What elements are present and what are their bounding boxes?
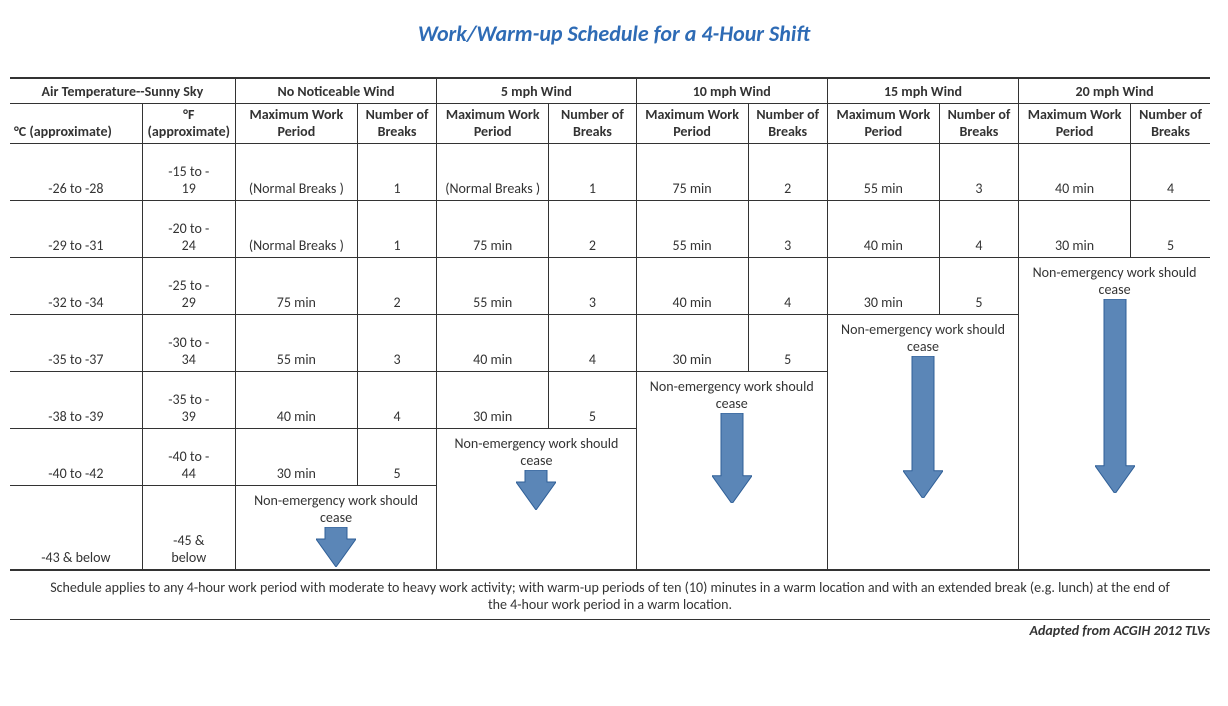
- cell-work: 75 min: [437, 200, 549, 257]
- cell-work: 75 min: [235, 257, 357, 314]
- cell-work: 40 min: [437, 314, 549, 371]
- cell-work: 40 min: [235, 371, 357, 428]
- cell-degC: -38 to -39: [10, 371, 142, 428]
- cell-degF: -25 to -29: [142, 257, 235, 314]
- cell-work: 30 min: [235, 428, 357, 485]
- cell-breaks: 5: [1131, 200, 1210, 257]
- cell-work: (Normal Breaks ): [437, 143, 549, 200]
- cell-degC: -29 to -31: [10, 200, 142, 257]
- cell-breaks: 1: [357, 200, 436, 257]
- cell-work: 30 min: [827, 257, 939, 314]
- hdr-wind-2: 10 mph Wind: [636, 78, 827, 103]
- cease-text: Non-emergency work should cease: [441, 431, 631, 470]
- hdr-maxwork-1: Maximum Work Period: [437, 103, 549, 143]
- schedule-table: Air Temperature--Sunny Sky No Noticeable…: [10, 77, 1210, 571]
- table-row: -26 to -28-15 to -19(Normal Breaks )1(No…: [10, 143, 1210, 200]
- cell-breaks: 4: [549, 314, 636, 371]
- cell-degC: -26 to -28: [10, 143, 142, 200]
- cell-work: 40 min: [827, 200, 939, 257]
- hdr-maxwork-0: Maximum Work Period: [235, 103, 357, 143]
- cell-breaks: 4: [357, 371, 436, 428]
- cell-breaks: 5: [549, 371, 636, 428]
- cease-cell: Non-emergency work should cease: [1019, 257, 1210, 570]
- cell-degF: -45 &below: [142, 485, 235, 570]
- cease-text: Non-emergency work should cease: [641, 374, 823, 413]
- cell-breaks: 1: [549, 143, 636, 200]
- hdr-degF: °F (approximate): [142, 103, 235, 143]
- hdr-breaks-1: Number of Breaks: [549, 103, 636, 143]
- cell-degF: -15 to -19: [142, 143, 235, 200]
- hdr-air-temp: Air Temperature--Sunny Sky: [10, 78, 235, 103]
- hdr-wind-0: No Noticeable Wind: [235, 78, 436, 103]
- hdr-breaks-4: Number of Breaks: [1131, 103, 1210, 143]
- page-title: Work/Warm-up Schedule for a 4-Hour Shift: [10, 20, 1218, 47]
- cell-degC: -32 to -34: [10, 257, 142, 314]
- cell-breaks: 3: [549, 257, 636, 314]
- cease-cell: Non-emergency work should cease: [235, 485, 436, 570]
- hdr-maxwork-3: Maximum Work Period: [827, 103, 939, 143]
- cell-work: 30 min: [437, 371, 549, 428]
- cell-degF: -20 to -24: [142, 200, 235, 257]
- hdr-maxwork-4: Maximum Work Period: [1019, 103, 1131, 143]
- cell-work: 75 min: [636, 143, 748, 200]
- cell-breaks: 3: [357, 314, 436, 371]
- cease-cell: Non-emergency work should cease: [437, 428, 636, 570]
- cell-breaks: 2: [357, 257, 436, 314]
- cell-breaks: 3: [939, 143, 1018, 200]
- cease-text: Non-emergency work should cease: [240, 488, 432, 527]
- cell-degF: -40 to -44: [142, 428, 235, 485]
- hdr-breaks-3: Number of Breaks: [939, 103, 1018, 143]
- cell-degC: -40 to -42: [10, 428, 142, 485]
- cell-breaks: 2: [748, 143, 827, 200]
- footer-note: Schedule applies to any 4-hour work peri…: [10, 571, 1210, 620]
- attribution: Adapted from ACGIH 2012 TLVs: [10, 620, 1210, 639]
- cell-work: 55 min: [437, 257, 549, 314]
- cell-breaks: 4: [1131, 143, 1210, 200]
- cell-degC: -35 to -37: [10, 314, 142, 371]
- cell-work: 30 min: [1019, 200, 1131, 257]
- hdr-maxwork-2: Maximum Work Period: [636, 103, 748, 143]
- cell-breaks: 5: [939, 257, 1018, 314]
- hdr-degC: °C (approximate): [10, 103, 142, 143]
- cell-breaks: 3: [748, 200, 827, 257]
- cell-work: 40 min: [1019, 143, 1131, 200]
- hdr-breaks-2: Number of Breaks: [748, 103, 827, 143]
- cell-work: 30 min: [636, 314, 748, 371]
- cell-work: (Normal Breaks ): [235, 200, 357, 257]
- cease-text: Non-emergency work should cease: [1023, 260, 1206, 299]
- cell-degF: -30 to -34: [142, 314, 235, 371]
- cease-cell: Non-emergency work should cease: [827, 314, 1018, 570]
- hdr-wind-1: 5 mph Wind: [437, 78, 636, 103]
- hdr-wind-4: 20 mph Wind: [1019, 78, 1210, 103]
- table-row: -29 to -31-20 to -24(Normal Breaks )175 …: [10, 200, 1210, 257]
- cell-work: 40 min: [636, 257, 748, 314]
- cease-cell: Non-emergency work should cease: [636, 371, 827, 570]
- cell-work: 55 min: [827, 143, 939, 200]
- cell-breaks: 4: [939, 200, 1018, 257]
- cell-breaks: 2: [549, 200, 636, 257]
- cease-text: Non-emergency work should cease: [832, 317, 1014, 356]
- hdr-breaks-0: Number of Breaks: [357, 103, 436, 143]
- cell-degC: -43 & below: [10, 485, 142, 570]
- cell-work: 55 min: [235, 314, 357, 371]
- table-body: -26 to -28-15 to -19(Normal Breaks )1(No…: [10, 143, 1210, 570]
- cell-work: 55 min: [636, 200, 748, 257]
- cell-breaks: 4: [748, 257, 827, 314]
- cell-breaks: 5: [748, 314, 827, 371]
- cell-breaks: 1: [357, 143, 436, 200]
- hdr-wind-3: 15 mph Wind: [827, 78, 1018, 103]
- cell-work: (Normal Breaks ): [235, 143, 357, 200]
- table-row: -32 to -34-25 to -2975 min255 min340 min…: [10, 257, 1210, 314]
- cell-degF: -35 to -39: [142, 371, 235, 428]
- cell-breaks: 5: [357, 428, 436, 485]
